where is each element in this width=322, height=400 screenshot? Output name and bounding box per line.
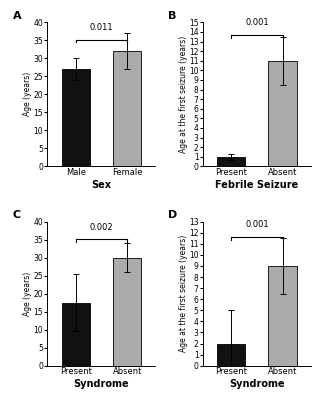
Bar (62, 303, 90, 366)
Text: 0.001: 0.001 (245, 18, 269, 27)
X-axis label: Sex: Sex (91, 180, 111, 190)
Y-axis label: Age (years): Age (years) (23, 72, 32, 116)
Bar (113, 51, 141, 166)
Text: 0.002: 0.002 (90, 223, 113, 232)
Text: D: D (168, 210, 177, 220)
Y-axis label: Age (years): Age (years) (23, 272, 32, 316)
Bar (269, 266, 297, 366)
Bar (217, 344, 245, 366)
Text: A: A (13, 11, 22, 21)
X-axis label: Syndrome: Syndrome (229, 379, 285, 389)
Y-axis label: Age at the first seizure (years): Age at the first seizure (years) (179, 36, 188, 153)
Bar (217, 157, 245, 166)
Bar (62, 69, 90, 166)
Text: C: C (13, 210, 21, 220)
Bar (113, 258, 141, 366)
X-axis label: Febrile Seizure: Febrile Seizure (215, 180, 298, 190)
Y-axis label: Age at the first seizure (years): Age at the first seizure (years) (179, 235, 188, 352)
Text: 0.001: 0.001 (245, 220, 269, 229)
Bar (269, 61, 297, 166)
Text: 0.011: 0.011 (90, 23, 113, 32)
Text: B: B (168, 11, 177, 21)
X-axis label: Syndrome: Syndrome (74, 379, 129, 389)
